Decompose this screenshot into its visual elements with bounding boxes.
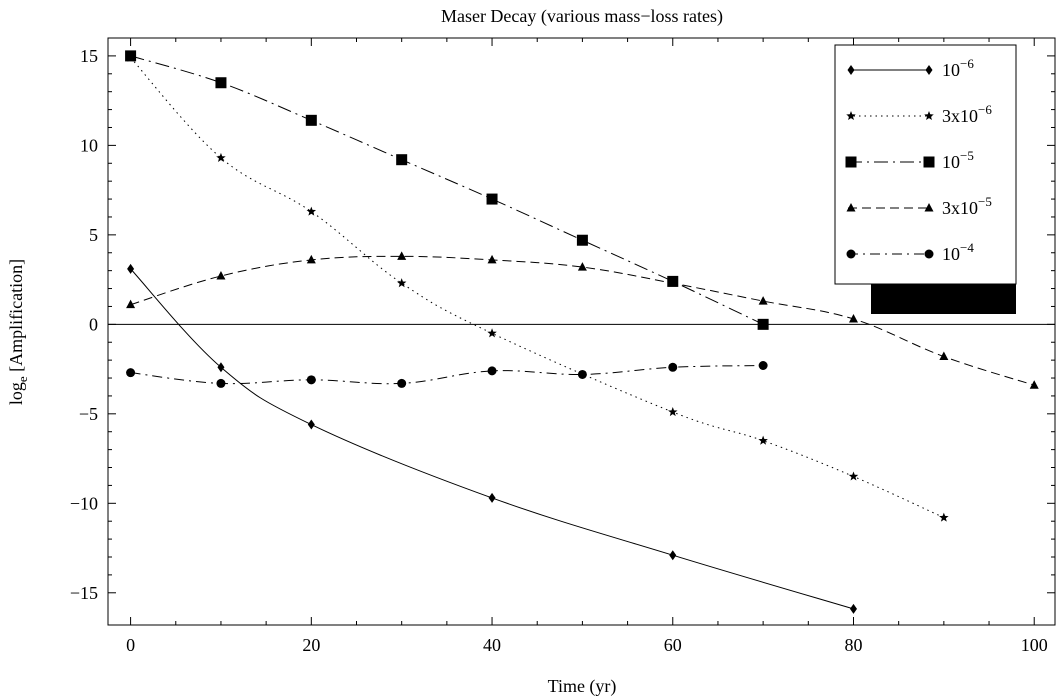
data-point-triangle bbox=[758, 296, 768, 305]
y-tick-label: −5 bbox=[79, 404, 98, 424]
x-tick-label: 100 bbox=[1021, 635, 1048, 655]
x-tick-label: 0 bbox=[126, 635, 135, 655]
data-point-circle bbox=[668, 362, 678, 372]
data-point-star bbox=[396, 278, 407, 288]
data-point-diamond bbox=[307, 419, 315, 430]
legend: 10−6 3x10−6 10−5 3x10−5 10−4 bbox=[834, 44, 1017, 314]
data-point-triangle bbox=[216, 271, 226, 280]
legend-label-0: 10−6 bbox=[942, 56, 974, 80]
data-point-triangle bbox=[848, 313, 858, 323]
series-line-0 bbox=[130, 268, 854, 610]
data-point-circle bbox=[306, 375, 316, 385]
legend-marker-square bbox=[923, 156, 935, 168]
series-line-4 bbox=[130, 365, 764, 385]
y-tick-label: 10 bbox=[80, 135, 98, 155]
series-line-3 bbox=[130, 255, 1035, 386]
legend-marker-square bbox=[845, 156, 857, 168]
legend-marker-diamond bbox=[925, 65, 933, 75]
chart-title: Maser Decay (various mass−loss rates) bbox=[441, 6, 723, 27]
y-axis: 15 10 5 0 −5 −10 −15 bbox=[70, 46, 1055, 603]
legend-marker-diamond bbox=[847, 65, 855, 75]
data-point-star bbox=[306, 206, 317, 216]
data-point-circle bbox=[126, 368, 136, 378]
data-point-triangle bbox=[397, 251, 407, 260]
x-axis-label: Time (yr) bbox=[548, 676, 617, 697]
series-line-2 bbox=[130, 55, 764, 325]
series-lines bbox=[130, 55, 1035, 610]
legend-marker-star bbox=[846, 111, 856, 121]
data-point-square bbox=[396, 154, 408, 166]
y-axis-label: loge [Amplification] bbox=[6, 259, 30, 405]
data-point-star bbox=[216, 152, 226, 162]
data-point-star bbox=[939, 512, 949, 522]
data-point-diamond bbox=[669, 550, 677, 561]
legend-marker-triangle bbox=[846, 203, 856, 212]
series-line-1 bbox=[130, 57, 945, 519]
data-point-triangle bbox=[487, 254, 497, 264]
y-tick-label: −15 bbox=[70, 583, 98, 603]
data-point-star bbox=[758, 435, 768, 445]
y-tick-label: 5 bbox=[89, 225, 98, 245]
data-point-square bbox=[125, 50, 137, 62]
data-point-circle bbox=[758, 361, 768, 371]
data-point-square bbox=[576, 234, 588, 246]
data-point-star bbox=[668, 407, 678, 417]
data-point-triangle bbox=[1029, 380, 1039, 389]
data-point-circle bbox=[216, 378, 226, 388]
data-point-diamond bbox=[849, 603, 857, 614]
x-tick-label: 60 bbox=[664, 635, 682, 655]
data-point-square bbox=[215, 77, 227, 89]
x-axis: 0 20 40 60 80 100 bbox=[126, 38, 1048, 655]
legend-marker-circle bbox=[846, 249, 856, 259]
data-point-diamond bbox=[488, 492, 496, 503]
x-tick-label: 40 bbox=[483, 635, 501, 655]
data-point-triangle bbox=[668, 278, 678, 287]
y-axis-label-rest: [Amplification] bbox=[6, 259, 26, 376]
x-tick-label: 80 bbox=[844, 635, 862, 655]
legend-marker-triangle bbox=[924, 203, 934, 212]
data-point-star bbox=[848, 471, 859, 481]
data-point-diamond bbox=[217, 362, 225, 373]
legend-label-2: 10−5 bbox=[942, 148, 974, 172]
legend-label-4: 10−4 bbox=[942, 240, 974, 264]
data-point-triangle bbox=[126, 299, 136, 309]
data-point-star bbox=[487, 328, 497, 338]
y-tick-label: −10 bbox=[70, 493, 98, 513]
data-point-triangle bbox=[939, 351, 949, 361]
data-point-square bbox=[305, 114, 317, 126]
y-axis-label-log: log bbox=[6, 382, 26, 405]
data-point-circle bbox=[487, 366, 497, 376]
data-point-circle bbox=[397, 378, 407, 388]
legend-marker-circle bbox=[924, 249, 934, 259]
plot-frame bbox=[107, 37, 1056, 626]
data-point-triangle bbox=[306, 254, 316, 264]
data-point-circle bbox=[577, 369, 587, 379]
legend-label-1: 3x10−6 bbox=[942, 102, 992, 126]
data-point-diamond bbox=[127, 263, 135, 274]
data-point-square bbox=[486, 193, 498, 205]
y-axis-label-subscript: e bbox=[15, 376, 30, 382]
y-tick-label: 0 bbox=[89, 314, 98, 334]
legend-label-3: 3x10−5 bbox=[942, 194, 992, 218]
x-tick-label: 20 bbox=[302, 635, 320, 655]
legend-marker-star bbox=[924, 111, 934, 121]
series-markers bbox=[125, 50, 1039, 614]
data-point-square bbox=[757, 318, 769, 330]
y-tick-label: 15 bbox=[80, 46, 98, 66]
data-point-triangle bbox=[577, 262, 587, 271]
